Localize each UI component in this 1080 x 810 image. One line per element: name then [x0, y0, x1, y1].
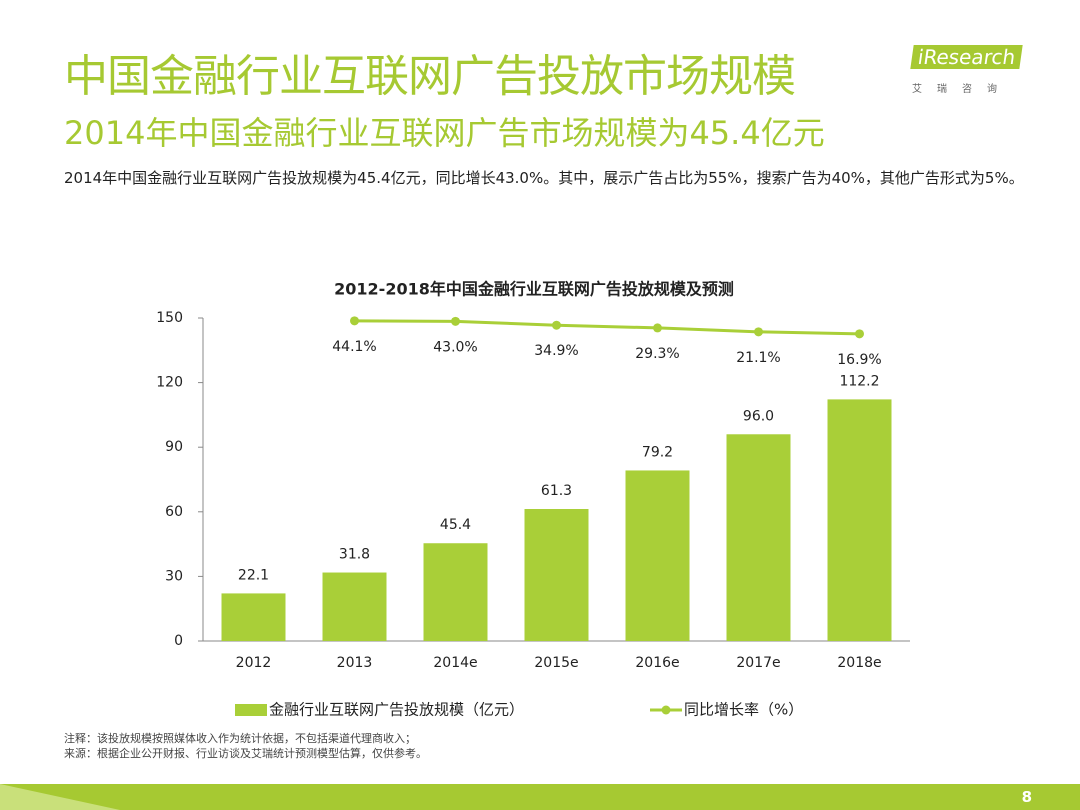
chart-title: 2012-2018年中国金融行业互联网广告投放规模及预测 [334, 280, 734, 299]
note: 注释：该投放规模按照媒体收入作为统计依据，不包括渠道代理商收入； [64, 732, 416, 745]
y-tick-label: 120 [156, 375, 183, 391]
data-label: 31.8 [339, 547, 370, 563]
data-label: 34.9% [534, 343, 578, 359]
footer-bar [0, 784, 1080, 810]
slide-subtitle: 2014年中国金融行业互联网广告市场规模为45.4亿元 [64, 114, 825, 152]
data-label: 45.4 [440, 517, 471, 533]
bar [827, 399, 892, 641]
y-tick-label: 0 [174, 633, 183, 649]
data-label: 21.1% [736, 350, 780, 366]
x-tick-label: 2012 [236, 655, 272, 671]
bar [322, 572, 387, 641]
y-tick-label: 30 [165, 568, 183, 584]
data-label: 96.0 [743, 408, 774, 424]
bar [423, 543, 488, 641]
x-tick-label: 2014e [433, 655, 477, 671]
x-tick-label: 2015e [534, 655, 578, 671]
y-tick-label: 60 [165, 504, 183, 520]
data-label: 22.1 [238, 567, 269, 583]
y-tick-label: 150 [156, 310, 183, 326]
y-tick-label: 90 [165, 439, 183, 455]
data-label: 43.0% [433, 339, 477, 355]
slide-title: 中国金融行业互联网广告投放市场规模 [64, 51, 796, 102]
logo-tagline: 艾瑞咨询 [912, 84, 1012, 95]
data-label: 16.9% [837, 352, 881, 368]
growth-point [552, 320, 561, 330]
growth-point [350, 316, 359, 326]
x-tick-label: 2018e [837, 655, 881, 671]
legend-swatch-dot [661, 705, 671, 715]
bar [726, 434, 791, 641]
bar [625, 470, 690, 641]
data-label: 61.3 [541, 483, 572, 499]
x-tick-label: 2017e [736, 655, 780, 671]
footer-accent [0, 784, 120, 810]
bar [524, 509, 589, 641]
growth-point [451, 316, 460, 326]
x-tick-label: 2013 [337, 655, 373, 671]
growth-point [754, 327, 763, 337]
data-label: 79.2 [642, 444, 673, 460]
data-label: 112.2 [839, 373, 879, 389]
x-tick-label: 2016e [635, 655, 679, 671]
source: 来源：根据企业公开财报、行业访谈及艾瑞统计预测模型估算，仅供参考。 [64, 747, 427, 760]
legend-label: 同比增长率（%） [684, 701, 803, 719]
data-label: 44.1% [332, 339, 376, 355]
growth-line [354, 319, 860, 336]
chart: 2012-2018年中国金融行业互联网广告投放规模及预测 0 30 60 90 120 1… [156, 280, 910, 719]
bar [221, 593, 286, 641]
growth-point [855, 329, 864, 339]
page-number: 8 [1021, 788, 1032, 806]
summary: 2014年中国金融行业互联网广告投放规模为45.4亿元，同比增长43.0%。其中… [64, 169, 1024, 187]
data-label: 29.3% [635, 346, 679, 362]
legend-label: 金融行业互联网广告投放规模（亿元） [269, 701, 524, 719]
growth-point [653, 323, 662, 333]
legend-swatch [235, 704, 267, 716]
